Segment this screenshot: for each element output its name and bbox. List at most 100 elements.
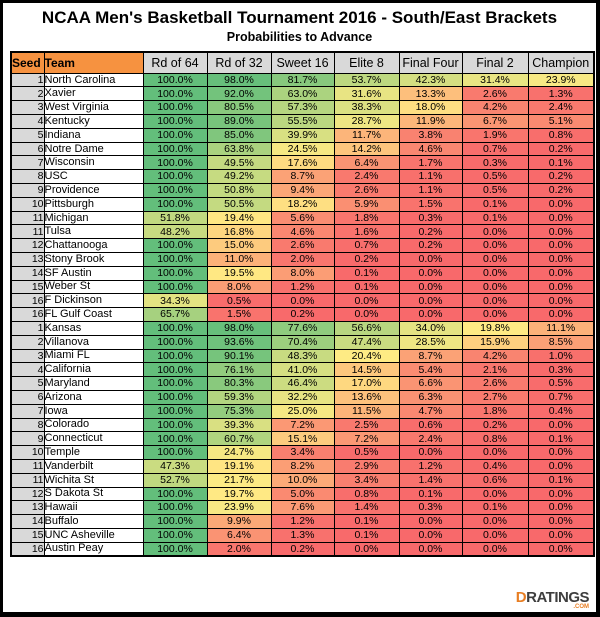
prob-cell: 7.2% xyxy=(270,417,335,433)
prob-cell: 100.0% xyxy=(142,431,208,447)
prob-cell: 8.0% xyxy=(206,279,272,295)
column-header-rd-of-32: Rd of 32 xyxy=(206,51,272,74)
team-row: 11 Michigan 51.8% 19.4% 5.6% 1.8% 0.3% 0.1% 0.0% xyxy=(10,210,595,226)
team-row: 5 Maryland 100.0% 80.3% 46.4% 17.0% 6.6% 2.6% 0.… xyxy=(10,376,595,391)
prob-cell: 0.1% xyxy=(461,196,529,212)
prob-cell: 16.8% xyxy=(206,224,272,240)
prob-cell: 77.6% xyxy=(270,320,335,336)
seed-cell: 10 xyxy=(10,445,45,460)
prob-cell: 0.3% xyxy=(398,210,463,226)
prob-cell: 100.0% xyxy=(142,320,208,336)
prob-cell: 18.2% xyxy=(270,196,335,212)
prob-cell: 1.2% xyxy=(270,279,335,295)
dratings-wordmark: DRATINGS xyxy=(515,589,590,606)
team-cell: Indiana xyxy=(43,127,144,143)
team-row: 7 Wisconsin 100.0% 49.5% 17.6% 6.4% 1.7% 0.3% 0.… xyxy=(10,155,595,171)
prob-cell: 92.0% xyxy=(206,86,272,102)
prob-cell: 0.5% xyxy=(333,445,400,460)
prob-cell: 0.0% xyxy=(461,486,529,502)
prob-cell: 100.0% xyxy=(142,141,208,157)
prob-cell: 0.2% xyxy=(333,252,400,267)
prob-cell: 15.1% xyxy=(270,431,335,447)
prob-cell: 100.0% xyxy=(142,279,208,295)
team-row: 16 Austin Peay 100.0% 2.0% 0.2% 0.0% 0.0% 0.0% 0… xyxy=(10,541,595,557)
prob-cell: 56.6% xyxy=(333,320,400,336)
prob-cell: 4.6% xyxy=(270,224,335,240)
prob-cell: 7.6% xyxy=(270,500,335,516)
prob-cell: 21.7% xyxy=(206,472,272,488)
seed-cell: 7 xyxy=(10,403,45,419)
seed-cell: 4 xyxy=(10,362,45,378)
prob-cell: 9.4% xyxy=(270,183,335,198)
prob-cell: 0.0% xyxy=(333,293,400,309)
prob-cell: 100.0% xyxy=(142,334,208,350)
prob-cell: 0.2% xyxy=(461,417,529,433)
prob-cell: 41.0% xyxy=(270,362,335,378)
logo-com: .COM xyxy=(573,604,589,610)
prob-cell: 14.5% xyxy=(333,362,400,378)
column-header-sweet-16: Sweet 16 xyxy=(270,51,335,74)
seed-cell: 1 xyxy=(10,72,45,88)
prob-cell: 0.0% xyxy=(461,279,529,295)
prob-cell: 100.0% xyxy=(142,72,208,88)
team-cell: Providence xyxy=(43,183,144,198)
logo-d: D xyxy=(515,589,527,606)
column-header-team: Team xyxy=(43,51,144,74)
page-title: NCAA Men's Basketball Tournament 2016 - … xyxy=(41,8,558,27)
prob-cell: 0.2% xyxy=(270,307,335,322)
prob-cell: 100.0% xyxy=(142,252,208,267)
prob-cell: 60.7% xyxy=(206,431,272,447)
team-row: 5 Indiana 100.0% 85.0% 39.9% 11.7% 3.8% 1.9% 0.8… xyxy=(10,127,595,143)
prob-cell: 2.0% xyxy=(270,252,335,267)
prob-cell: 0.3% xyxy=(398,500,463,516)
team-cell: Miami FL xyxy=(43,348,144,364)
seed-cell: 11 xyxy=(10,224,45,240)
prob-cell: 0.2% xyxy=(527,141,595,157)
prob-cell: 0.0% xyxy=(333,307,400,322)
team-row: 11 Wichita St 52.7% 21.7% 10.0% 3.4% 1.4% 0.6% 0… xyxy=(10,472,595,488)
prob-cell: 0.3% xyxy=(461,155,529,171)
prob-cell: 0.8% xyxy=(527,127,595,143)
team-row: 1 North Carolina 100.0% 98.0% 81.7% 53.7% 42.3… xyxy=(10,72,595,88)
seed-cell: 4 xyxy=(10,114,45,129)
column-header-rd-of-64: Rd of 64 xyxy=(142,51,208,74)
team-row: 4 California 100.0% 76.1% 41.0% 14.5% 5.4% 2.1%… xyxy=(10,362,595,378)
prob-cell: 0.0% xyxy=(527,527,595,543)
prob-cell: 9.9% xyxy=(206,514,272,529)
team-cell: Tulsa xyxy=(43,224,144,240)
prob-cell: 0.0% xyxy=(461,293,529,309)
prob-cell: 0.0% xyxy=(527,417,595,433)
team-row: 11 Vanderbilt 47.3% 19.1% 8.2% 2.9% 1.2% 0.4% 0.… xyxy=(10,458,595,474)
prob-cell: 2.0% xyxy=(206,541,272,557)
prob-cell: 18.0% xyxy=(398,100,463,116)
seed-cell: 6 xyxy=(10,141,45,157)
team-cell: Wichita St xyxy=(43,472,144,488)
seed-cell: 11 xyxy=(10,472,45,488)
prob-cell: 47.3% xyxy=(142,458,208,474)
prob-cell: 15.9% xyxy=(461,334,529,350)
seed-cell: 14 xyxy=(10,514,45,529)
column-header-final-2: Final 2 xyxy=(461,51,529,74)
prob-cell: 93.6% xyxy=(206,334,272,350)
prob-cell: 0.0% xyxy=(398,445,463,460)
prob-cell: 98.0% xyxy=(206,72,272,88)
prob-cell: 2.4% xyxy=(398,431,463,447)
prob-cell: 11.0% xyxy=(206,252,272,267)
prob-cell: 0.2% xyxy=(398,238,463,253)
prob-cell: 0.5% xyxy=(461,169,529,185)
prob-cell: 100.0% xyxy=(142,376,208,391)
prob-cell: 50.8% xyxy=(206,183,272,198)
team-cell: Iowa xyxy=(43,403,144,419)
prob-cell: 1.2% xyxy=(270,514,335,529)
prob-cell: 0.7% xyxy=(461,141,529,157)
prob-cell: 1.5% xyxy=(206,307,272,322)
team-cell: FL Gulf Coast xyxy=(43,307,144,322)
column-header-final-four: Final Four xyxy=(398,51,463,74)
prob-cell: 1.4% xyxy=(333,500,400,516)
prob-cell: 59.3% xyxy=(206,389,272,405)
prob-cell: 19.1% xyxy=(206,458,272,474)
prob-cell: 0.1% xyxy=(333,514,400,529)
column-header-elite-8: Elite 8 xyxy=(333,51,400,74)
prob-cell: 1.8% xyxy=(333,210,400,226)
prob-cell: 8.7% xyxy=(398,348,463,364)
